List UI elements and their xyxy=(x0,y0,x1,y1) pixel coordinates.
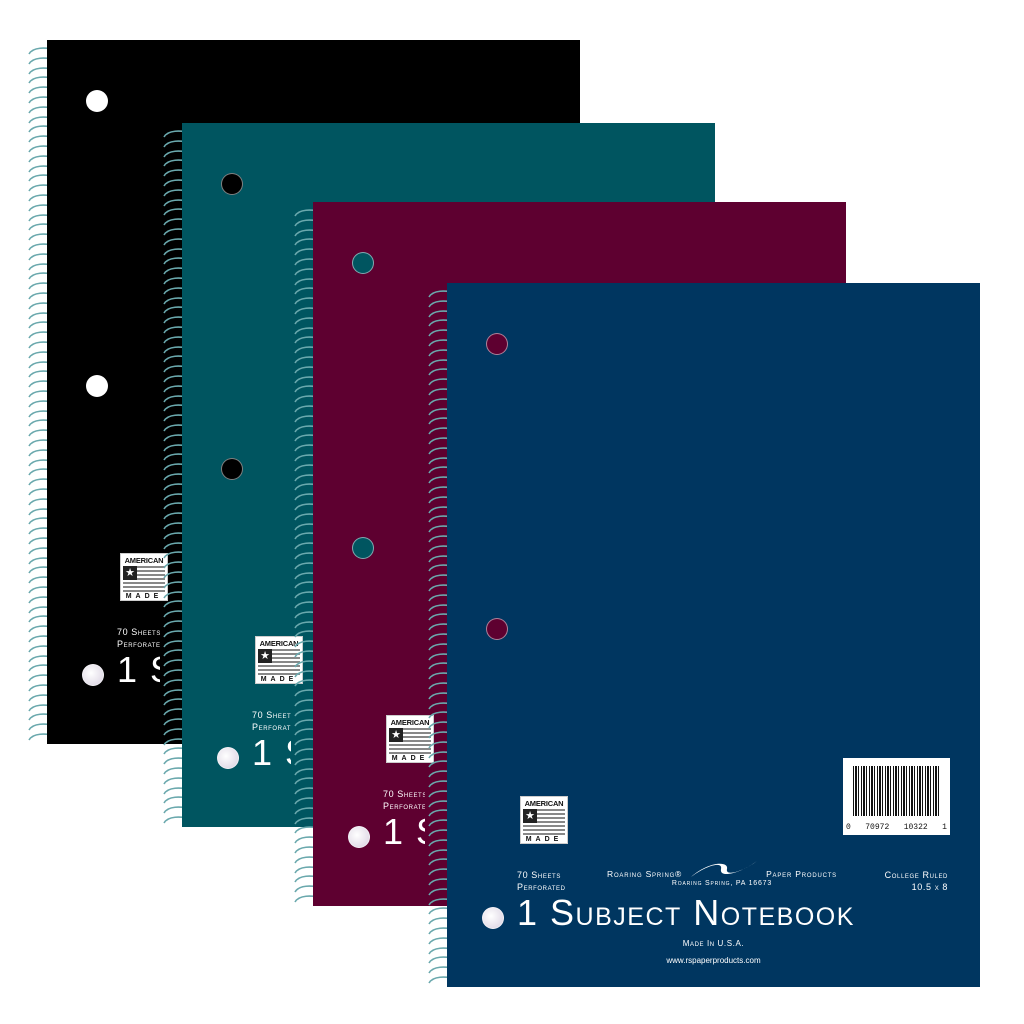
sheet-info: 70 Sheets Perforated xyxy=(517,869,566,893)
brand-logo: Roaring Spring® Paper Products Roaring S… xyxy=(607,857,837,887)
badge-top-text: AMERICAN xyxy=(259,639,299,648)
badge-top-text: AMERICAN xyxy=(124,556,164,565)
punch-hole xyxy=(86,90,108,112)
badge-bottom-text: MADE xyxy=(525,836,563,843)
punch-hole xyxy=(352,537,374,559)
sheet-info: 70 Sheets Perforated xyxy=(383,788,425,812)
flag-icon: ★ xyxy=(389,728,431,754)
sheet-count: 70 Sheets xyxy=(383,789,425,799)
punch-hole xyxy=(217,747,239,769)
notebook-title: 1 Subject Notebook xyxy=(383,812,425,852)
notebook-title: 1 Subject Notebook xyxy=(117,650,160,690)
website-url: www.rspaperproducts.com xyxy=(666,956,761,965)
barcode-digits: 10322 xyxy=(903,823,928,832)
star-icon: ★ xyxy=(389,728,403,742)
barcode-digits: 70972 xyxy=(865,823,890,832)
barcode-bars xyxy=(853,766,940,816)
brand-suffix: Paper Products xyxy=(766,869,837,879)
brand-address: Roaring Spring, PA 16673 xyxy=(671,880,773,887)
punch-hole xyxy=(486,333,508,355)
notebook-title: 1 Subject Notebook xyxy=(252,733,291,773)
ruling-type: College Ruled xyxy=(884,870,948,880)
sheet-count: 70 Sheets xyxy=(517,870,561,880)
badge-bottom-text: MADE xyxy=(391,755,429,762)
punch-hole xyxy=(482,907,504,929)
paper-size: 10.5 x 8 xyxy=(911,882,948,892)
badge-bottom-text: MADE xyxy=(260,676,298,683)
punch-hole xyxy=(221,458,243,480)
american-made-badge: AMERICAN ★ MADE xyxy=(120,553,168,601)
flag-icon: ★ xyxy=(258,649,300,675)
perforated-label: Perforated xyxy=(517,882,566,892)
made-in-label: Made In U.S.A. xyxy=(682,939,745,948)
sheet-count: 70 Sheets xyxy=(117,627,160,637)
wave-logo-icon xyxy=(691,861,758,877)
american-made-badge: AMERICAN ★ MADE xyxy=(386,715,434,763)
badge-top-text: AMERICAN xyxy=(524,799,564,808)
perforated-label: Perforated xyxy=(383,801,425,811)
star-icon: ★ xyxy=(123,566,137,580)
american-made-badge: AMERICAN ★ MADE xyxy=(255,636,303,684)
perforated-label: Perforated xyxy=(252,722,291,732)
flag-icon: ★ xyxy=(523,809,565,835)
barcode-digit: 1 xyxy=(942,823,947,832)
notebook-title: 1 Subject Notebook xyxy=(517,892,855,933)
sheet-count: 70 Sheets xyxy=(252,710,291,720)
sheet-info: 70 Sheets Perforated xyxy=(252,709,291,733)
ruling-info: College Ruled 10.5 x 8 xyxy=(885,869,948,893)
star-icon: ★ xyxy=(523,809,537,823)
punch-hole xyxy=(486,618,508,640)
punch-hole xyxy=(221,173,243,195)
badge-top-text: AMERICAN xyxy=(390,718,430,727)
barcode-digit: 0 xyxy=(846,823,851,832)
badge-bottom-text: MADE xyxy=(125,593,163,600)
notebook-cover-navy: AMERICAN ★ MADE 70 Sheets Perforated Roa… xyxy=(447,283,980,987)
perforated-label: Perforated xyxy=(117,639,160,649)
punch-hole xyxy=(86,375,108,397)
barcode: 0 70972 10322 1 xyxy=(843,758,950,835)
american-made-badge: AMERICAN ★ MADE xyxy=(520,796,568,844)
punch-hole xyxy=(82,664,104,686)
sheet-info: 70 Sheets Perforated xyxy=(117,626,160,650)
flag-icon: ★ xyxy=(123,566,165,592)
punch-hole xyxy=(352,252,374,274)
brand-name: Roaring Spring® xyxy=(607,869,683,879)
punch-hole xyxy=(348,826,370,848)
star-icon: ★ xyxy=(258,649,272,663)
